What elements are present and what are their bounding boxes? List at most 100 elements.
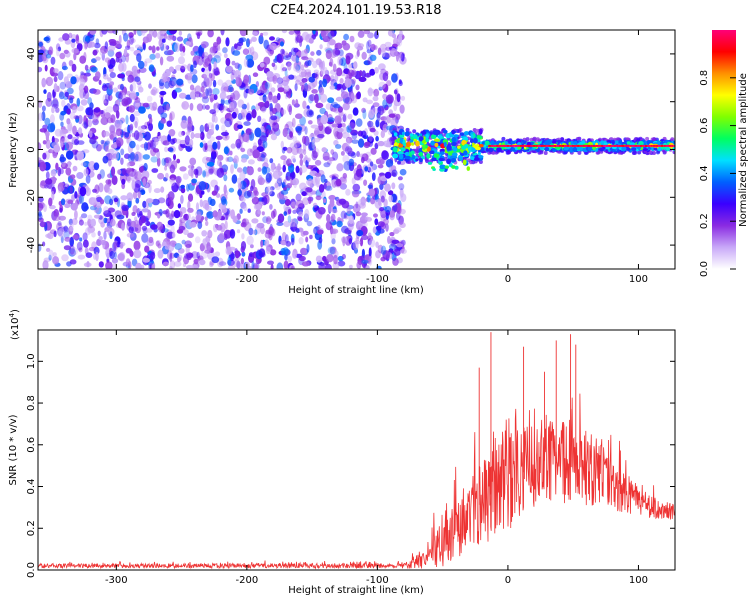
spectrogram-cell <box>344 96 353 105</box>
spectrogram-cell <box>378 86 383 91</box>
spectrogram-cell <box>328 61 333 67</box>
spectrogram-cell <box>179 219 183 229</box>
spectrogram-cell <box>316 49 322 56</box>
spectrogram-cell <box>298 237 304 245</box>
spectrogram-cell <box>91 58 97 64</box>
spectrogram-cell <box>527 144 531 147</box>
spectrogram-cell <box>312 202 318 208</box>
spectrogram-cell <box>38 243 42 252</box>
spectrogram-cell <box>132 205 138 214</box>
spectrogram-cell <box>330 229 337 234</box>
spectrogram-cell <box>69 223 74 229</box>
spectrogram-cell <box>348 238 353 245</box>
spectrogram-cell <box>63 49 69 55</box>
spectrogram-cell <box>317 207 326 215</box>
spectrogram-cell <box>633 150 637 155</box>
spectrogram-cell <box>350 92 355 102</box>
spectrogram-cell <box>315 255 323 263</box>
spectrogram-cell <box>42 152 47 160</box>
spectrogram-cell <box>133 130 140 141</box>
spectrogram-cell <box>473 137 478 144</box>
spectrogram-cell <box>427 161 433 165</box>
spectrogram-cell <box>262 125 271 130</box>
spectrogram-cell <box>661 146 666 150</box>
spectrogram-cell <box>238 37 244 44</box>
spectrogram-cell <box>66 73 73 79</box>
spectrogram-cell <box>246 235 254 246</box>
spectrogram-cell <box>39 221 47 228</box>
spectrogram-cell <box>199 124 205 134</box>
spectrogram-cell <box>278 171 283 177</box>
spectrogram-cell <box>384 52 392 58</box>
spectrogram-cell <box>160 119 167 124</box>
spectrogram-cell <box>295 165 300 174</box>
spectrogram-cell <box>382 123 389 133</box>
spectrogram-cell <box>293 61 300 70</box>
spectrogram-cell <box>374 30 379 40</box>
spectrogram-cell <box>343 214 349 220</box>
spectrogram-cell <box>340 210 347 219</box>
spectrogram-cell <box>358 76 367 82</box>
spectrogram-cell <box>603 144 606 147</box>
spectrogram-cell <box>121 168 127 176</box>
spectrogram-cell <box>293 47 299 53</box>
spectrogram-cell <box>360 212 368 217</box>
spectrogram-cell <box>84 122 88 130</box>
spectrogram-cell <box>176 158 181 164</box>
spectrogram-cell <box>177 203 182 209</box>
spectrogram-cell <box>377 140 385 147</box>
spectrogram-cell <box>229 229 236 239</box>
spectrogram-cell <box>288 74 295 80</box>
spectrogram-cell <box>259 62 265 68</box>
spectrogram-cell <box>162 73 167 81</box>
spectrogram-cell <box>391 73 398 83</box>
spectrogram-cell <box>292 136 298 143</box>
spectrogram-cell <box>213 67 219 76</box>
spectrogram-cell <box>67 199 74 205</box>
spectrogram-cell <box>103 131 110 137</box>
spectrogram-cell <box>105 179 112 185</box>
spectrogram-cell <box>504 141 509 145</box>
spectrogram-cell <box>626 144 630 147</box>
spectrogram-cell <box>548 144 551 147</box>
spectrogram-cell <box>357 30 365 38</box>
spectrogram-cell <box>207 30 214 38</box>
spectrogram-cell <box>131 212 136 216</box>
spectrogram-cell <box>157 249 164 259</box>
spectrogram-cell <box>63 225 68 232</box>
spectrogram-cell <box>272 75 278 84</box>
spectrogram-cell <box>169 174 177 181</box>
spectrogram-y-label: Frequency (Hz) <box>8 112 19 188</box>
spectrogram-cell <box>155 240 160 247</box>
spectrogram-cell <box>280 189 289 195</box>
spectrogram-cell <box>221 131 229 136</box>
spectrogram-cell <box>79 78 86 87</box>
spectrogram-cell <box>404 151 410 156</box>
spectrogram-cell <box>109 72 116 79</box>
spectrogram-cell <box>38 99 43 108</box>
spectrogram-cell <box>213 61 217 70</box>
spectrogram-cell <box>190 64 194 72</box>
spectrogram-cell <box>451 136 457 143</box>
spectrogram-cell <box>314 71 319 80</box>
spectrogram-cell <box>205 220 209 226</box>
spectrogram-cell <box>321 147 327 153</box>
spectrogram-cell <box>338 198 347 205</box>
snr-frame <box>37 329 676 571</box>
spectrogram-cell <box>349 264 353 269</box>
spectrogram-cell <box>611 144 614 147</box>
spectrogram-cell <box>240 196 246 203</box>
spectrogram-cell <box>358 198 366 208</box>
spectrogram-cell <box>368 238 376 248</box>
spectrogram-cell <box>225 157 230 162</box>
spectrogram-cell <box>156 157 161 167</box>
spectrogram-cell <box>343 33 349 41</box>
spectrogram-cell <box>131 179 136 190</box>
spectrogram-cell <box>48 249 54 259</box>
spectrogram-cell <box>241 158 247 163</box>
spectrogram-cell <box>326 30 335 40</box>
spectrogram-cell <box>79 237 83 242</box>
spectrogram-cell <box>128 105 135 113</box>
spectrogram-cell <box>156 46 160 51</box>
spectrogram-cell <box>77 140 85 145</box>
